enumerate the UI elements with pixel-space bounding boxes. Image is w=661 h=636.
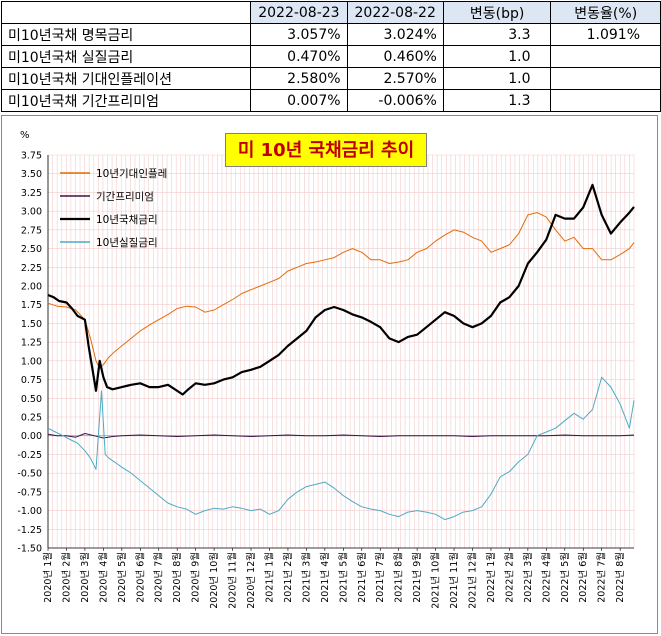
y-tick-label: 2.50 (21, 244, 42, 255)
table-cell: 3.024% (346, 23, 444, 46)
x-tick-label: 2020년 10월 (208, 552, 220, 609)
table-header-cell: 2022-08-23 (250, 1, 348, 24)
x-tick-label: 2022년 8월 (614, 552, 626, 603)
y-tick-label: 2.75 (21, 225, 42, 236)
x-tick-label: 2021년 9월 (411, 552, 423, 603)
y-tick-label: 0.75 (21, 375, 42, 386)
x-tick-label: 2021년 6월 (356, 552, 368, 603)
y-tick-label: -1.25 (17, 525, 42, 536)
x-tick-label: 2021년 12월 (467, 552, 479, 609)
y-tick-label: 1.50 (21, 319, 42, 330)
table-cell: -0.006% (346, 89, 444, 112)
x-tick-label: 2020년 8월 (171, 552, 183, 603)
y-tick-label: 2.25 (21, 263, 42, 274)
y-tick-label: 3.00 (21, 207, 42, 218)
y-tick-label: -0.50 (17, 469, 42, 480)
table-cell (550, 89, 661, 112)
x-tick-label: 2022년 5월 (559, 552, 571, 603)
table-cell-name: 미10년국채 실질금리 (0, 45, 252, 68)
y-tick-label: -1.00 (17, 506, 42, 517)
table-cell-name: 미10년국채 기간프리미엄 (0, 89, 252, 112)
series-line (47, 376, 635, 521)
y-axis-unit-label: % (20, 130, 30, 141)
y-tick-label: 0.50 (21, 394, 42, 405)
table-header-cell (0, 1, 252, 24)
x-tick-label: 2021년 1월 (263, 552, 275, 603)
y-tick-label: 1.25 (21, 338, 42, 349)
x-tick-label: 2022년 3월 (522, 552, 534, 603)
y-tick-label: -0.75 (17, 487, 42, 498)
x-tick-label: 2020년 3월 (79, 552, 91, 603)
x-tick-label: 2021년 11월 (448, 552, 460, 609)
x-tick-label: 2022년 1월 (485, 552, 497, 603)
x-tick-label: 2020년 6월 (134, 552, 146, 603)
x-tick-label: 2022년 4월 (540, 552, 552, 603)
legend-label: 10년기대인플레 (96, 168, 167, 180)
x-tick-label: 2021년 2월 (282, 552, 294, 603)
x-tick-label: 2021년 4월 (319, 552, 331, 603)
series-line (47, 212, 635, 369)
table-cell: 1.3 (442, 89, 552, 112)
y-tick-label: 1.75 (21, 300, 42, 311)
table-cell: 0.007% (250, 89, 348, 112)
rates-table: 2022-08-23 2022-08-22 변동(bp) 변동율(%) 미10년… (0, 1, 661, 112)
legend-label: 10년국채금리 (96, 214, 158, 226)
x-tick-label: 2020년 1월 (42, 552, 54, 603)
x-tick-label: 2021년 8월 (393, 552, 405, 603)
y-tick-label: 0.25 (21, 413, 42, 424)
table-cell: 2.570% (346, 67, 444, 90)
table-cell: 2.580% (250, 67, 348, 90)
y-tick-label: 3.75 (21, 151, 42, 162)
series-line (47, 183, 635, 396)
y-tick-label: 1.00 (21, 356, 42, 367)
x-tick-label: 2021년 3월 (300, 552, 312, 603)
x-tick-label: 2021년 5월 (337, 552, 349, 603)
table-cell: 3.057% (250, 23, 348, 46)
y-tick-label: -0.25 (17, 450, 42, 461)
x-tick-label: 2022년 6월 (577, 552, 589, 603)
x-tick-label: 2020년 9월 (190, 552, 202, 603)
legend-label: 기간프리미엄 (96, 191, 154, 203)
x-tick-label: 2020년 2월 (60, 552, 72, 603)
series-line (47, 433, 635, 439)
y-tick-label: 3.50 (21, 169, 42, 180)
table-header-cell: 변동(bp) (442, 1, 552, 24)
table-cell-name: 미10년국채 기대인플레이션 (0, 67, 252, 90)
x-tick-label: 2021년 10월 (430, 552, 442, 609)
x-tick-label: 2022년 2월 (503, 552, 515, 603)
legend-label: 10년실질금리 (96, 237, 158, 249)
x-tick-label: 2020년 4월 (97, 552, 109, 603)
y-tick-label: -1.50 (17, 544, 42, 555)
table-header-row: 2022-08-23 2022-08-22 변동(bp) 변동율(%) (0, 1, 661, 24)
y-tick-label: 2.00 (21, 282, 42, 293)
x-tick-label: 2020년 12월 (245, 552, 257, 609)
table-row: 미10년국채 명목금리 3.057% 3.024% 3.3 1.091% (0, 23, 661, 46)
y-tick-label: 0.00 (21, 431, 42, 442)
y-tick-label: 3.25 (21, 188, 42, 199)
x-tick-label: 2020년 7월 (153, 552, 165, 603)
table-row: 미10년국채 기간프리미엄 0.007% -0.006% 1.3 (0, 89, 661, 112)
chart-area (1, 115, 658, 634)
x-tick-label: 2022년 7월 (596, 552, 608, 603)
x-tick-label: 2020년 11월 (227, 552, 239, 609)
x-tick-label: 2020년 5월 (116, 552, 128, 603)
x-tick-label: 2021년 7월 (374, 552, 386, 603)
chart-title: 미 10년 국채금리 추이 (225, 133, 427, 167)
table-row: 미10년국채 실질금리 0.470% 0.460% 1.0 (0, 45, 661, 68)
table-row: 미10년국채 기대인플레이션 2.580% 2.570% 1.0 (0, 67, 661, 90)
